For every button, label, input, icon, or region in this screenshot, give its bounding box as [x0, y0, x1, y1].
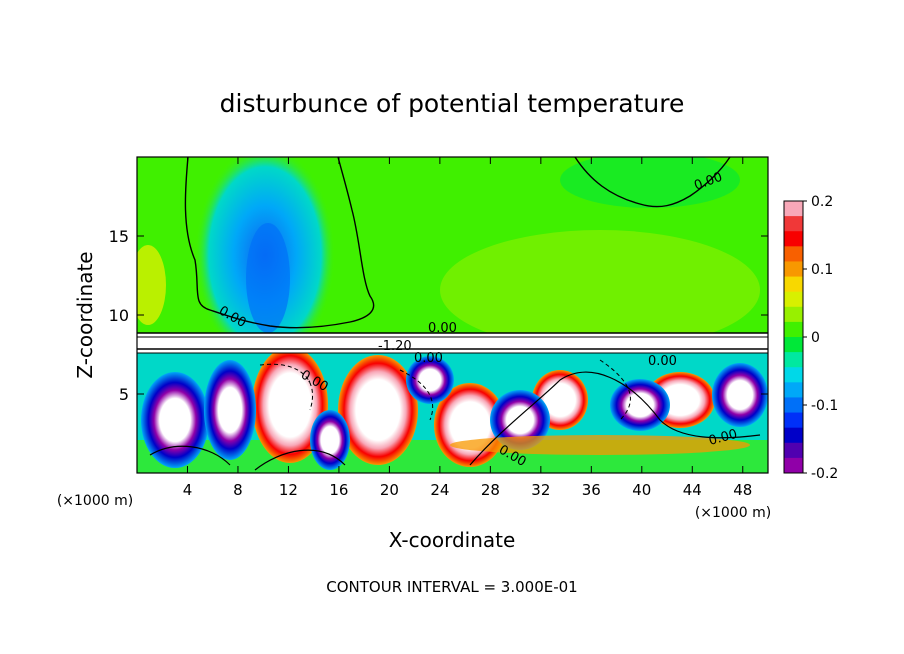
x-unit-label-left: (×1000 m): [57, 493, 133, 509]
colorbar-labels: 0.2 0.1 0 -0.1 -0.2: [803, 194, 838, 482]
warm-blob-1: [252, 347, 328, 463]
x-tick-label: 32: [531, 481, 550, 499]
warm-streak: [450, 435, 750, 455]
x-tick-label: 4: [183, 481, 193, 499]
x-tick-label: 24: [430, 481, 449, 499]
upper-cold-plume-core: [246, 223, 290, 333]
colorbar-tick-label: 0.2: [811, 194, 833, 210]
colorbar-swatch: [784, 427, 803, 444]
x-unit-label-right: (×1000 m): [695, 505, 771, 521]
transition-band: [137, 333, 768, 353]
colorbar-swatch: [784, 457, 803, 474]
y-tick-label: 5: [119, 385, 129, 404]
cold-blob-3: [310, 410, 350, 470]
cold-blob-6: [610, 379, 670, 431]
y-tick-label: 15: [109, 227, 129, 246]
zero-contour-upper-right: [574, 157, 731, 208]
zero-contour-lower-2: [469, 371, 761, 466]
x-axis-ticks: 4 8 12 16 20 24 28 32 36 40 44 48: [183, 157, 752, 499]
colorbar-swatch: [784, 337, 803, 353]
colorbar-tick-label: -0.2: [811, 466, 838, 482]
colorbar-swatch: [784, 412, 803, 429]
x-axis-label: X-coordinate: [389, 528, 516, 552]
colorbar-swatch: [784, 367, 803, 383]
cold-blob-4: [406, 356, 454, 404]
colorbar-swatch: [784, 231, 803, 247]
plot-area: [137, 157, 768, 473]
y-axis-label: Z-coordinate: [73, 251, 97, 378]
colorbar-swatch: [784, 352, 803, 368]
zero-contour-upper: [184, 157, 375, 329]
x-tick-label: 12: [279, 481, 298, 499]
upper-warm-tint-left: [137, 245, 166, 325]
colorbar-tick-label: -0.1: [811, 398, 838, 414]
colorbar-swatch: [784, 321, 803, 338]
warm-blob-2: [338, 355, 418, 465]
cold-blob-2: [204, 360, 256, 460]
y-axis-ticks: 5 10 15: [109, 227, 768, 404]
chart-title: disturbunce of potential temperature: [220, 89, 685, 118]
footnote: CONTOUR INTERVAL = 3.000E-01: [326, 578, 577, 596]
x-tick-label: 48: [733, 481, 752, 499]
colorbar-swatch: [784, 291, 803, 308]
contour-label-6: 0.00: [648, 354, 677, 369]
zero-contour-lower-1: [149, 445, 346, 471]
cold-blob-1: [141, 372, 209, 468]
x-tick-label: 28: [481, 481, 500, 499]
colorbar-swatch: [784, 306, 803, 323]
colorbar: [783, 200, 804, 474]
colorbar-swatch: [784, 442, 803, 459]
colorbar-swatch: [784, 382, 803, 398]
colorbar-swatch: [784, 246, 803, 262]
upper-warm-tint: [440, 230, 760, 350]
cold-blob-7: [712, 363, 768, 427]
x-tick-label: 16: [329, 481, 348, 499]
colorbar-tick-label: 0: [811, 330, 820, 346]
colorbar-swatch: [784, 201, 803, 217]
colorbar-swatch: [784, 276, 803, 293]
contour-label-3: 0.00: [428, 321, 457, 336]
cold-blob-5: [490, 390, 550, 450]
x-tick-label: 8: [233, 481, 243, 499]
x-tick-label: 36: [582, 481, 601, 499]
x-tick-label: 44: [683, 481, 702, 499]
y-tick-label: 10: [109, 306, 129, 325]
dashed-contour-lower: [259, 359, 631, 421]
colorbar-swatch: [784, 261, 803, 278]
contour-label-4: 0.00: [414, 351, 443, 366]
x-tick-label: 40: [632, 481, 651, 499]
upper-cold-tint-right: [560, 157, 740, 208]
colorbar-tick-label: 0.1: [811, 262, 833, 278]
x-tick-label: 20: [380, 481, 399, 499]
contour-label-8: -1.20: [378, 339, 412, 354]
contour-label-9: 0.00: [707, 427, 739, 449]
colorbar-swatch: [784, 397, 803, 414]
colorbar-swatch: [784, 216, 803, 232]
